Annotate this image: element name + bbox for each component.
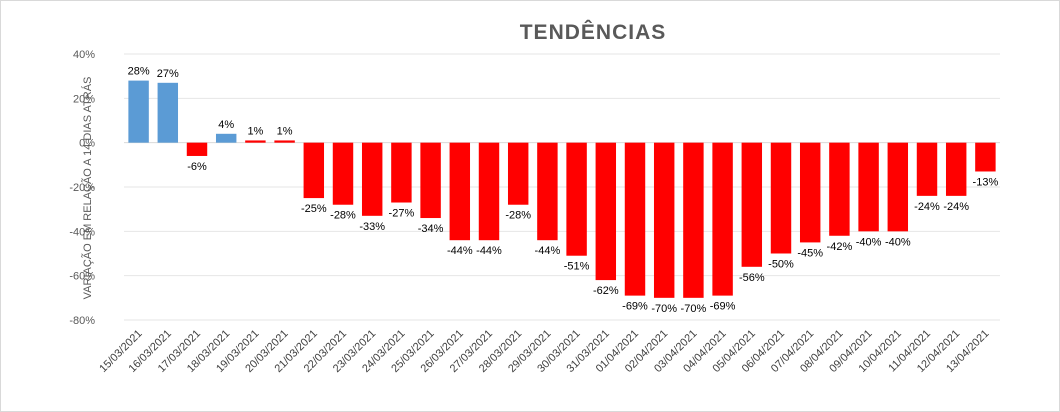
y-tick-label: -80% <box>69 315 95 327</box>
data-label: -27% <box>389 208 415 220</box>
data-label: -51% <box>564 261 590 273</box>
bar <box>215 133 237 143</box>
bar <box>420 142 441 219</box>
data-label: -69% <box>710 301 736 313</box>
data-label: -42% <box>827 241 853 253</box>
bar <box>829 142 850 236</box>
bar <box>303 142 325 199</box>
y-tick-label: -20% <box>69 182 95 194</box>
bar <box>128 80 149 143</box>
bar <box>945 142 967 196</box>
data-label: -40% <box>885 236 911 248</box>
bar <box>624 142 646 296</box>
bar <box>975 142 996 172</box>
y-tick-label: -40% <box>69 226 95 238</box>
bar <box>887 142 909 232</box>
data-labels: 28% 27%-6%4%1% 1%-25%-28%-33%-27%-34%-44% -… <box>128 66 999 315</box>
data-label: 1% <box>247 125 263 137</box>
y-axis-label: VARIAÇÃO EM RELAÇÃO A 14 DIAS ATRÁS <box>81 77 94 300</box>
data-label: -24% <box>943 201 969 213</box>
data-label: -6% <box>187 161 207 173</box>
data-label: 1% <box>277 125 293 137</box>
bar <box>478 142 500 241</box>
y-tick-label: 0% <box>79 138 95 150</box>
data-label: -62% <box>593 285 619 297</box>
data-label: -24% <box>914 201 940 213</box>
data-label: -44% <box>447 245 473 257</box>
bar <box>274 140 295 143</box>
bar <box>595 142 617 281</box>
data-label: -50% <box>768 259 794 271</box>
bar <box>683 142 704 298</box>
data-label: -34% <box>418 223 444 235</box>
y-tick-label: 40% <box>73 49 95 61</box>
bar <box>157 82 179 143</box>
data-label: -44% <box>535 245 561 257</box>
y-tick-label: -60% <box>69 271 95 283</box>
bar <box>566 142 587 256</box>
data-label: -28% <box>505 210 531 222</box>
bar <box>741 142 763 267</box>
bar <box>507 142 529 205</box>
data-label: -33% <box>359 221 385 233</box>
bar <box>653 142 675 298</box>
data-label: -28% <box>330 210 356 222</box>
bar <box>245 140 266 143</box>
data-label: -13% <box>973 176 999 188</box>
data-label: -40% <box>856 236 882 248</box>
bar <box>537 142 558 241</box>
bar <box>916 142 938 196</box>
data-label: -44% <box>476 245 502 257</box>
bar <box>361 142 383 216</box>
data-label: 4% <box>218 119 234 131</box>
data-label: 28% <box>128 66 150 78</box>
data-label: -69% <box>622 301 648 313</box>
bars <box>128 80 996 298</box>
bar <box>449 142 471 241</box>
y-tick-label: 20% <box>73 93 95 105</box>
data-label: -25% <box>301 203 327 215</box>
bar <box>799 142 821 243</box>
bar <box>712 142 733 296</box>
bar <box>391 142 412 203</box>
gridlines <box>124 53 1000 321</box>
bar <box>332 142 354 205</box>
data-label: -45% <box>797 247 823 259</box>
data-label: 27% <box>157 68 179 80</box>
bar <box>858 142 879 232</box>
chart-title: TENDÊNCIAS <box>520 20 667 44</box>
bar <box>186 142 208 156</box>
y-axis-ticks: 40% 20% 0% -20% -40% -60% -80% <box>69 49 95 327</box>
bar <box>770 142 792 254</box>
data-label: -70% <box>651 303 677 315</box>
x-axis-ticks: 15/03/202116/03/202117/03/202118/03/2021… <box>97 328 991 375</box>
data-label: -56% <box>739 272 765 284</box>
data-label: -70% <box>681 303 707 315</box>
